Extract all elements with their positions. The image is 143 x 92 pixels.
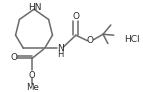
- Text: O: O: [87, 36, 94, 45]
- Text: Me: Me: [27, 83, 39, 92]
- Text: H: H: [57, 50, 63, 59]
- Text: HCl: HCl: [124, 35, 140, 44]
- Text: O: O: [72, 12, 79, 21]
- Text: HN: HN: [28, 3, 42, 12]
- Text: O: O: [29, 70, 35, 79]
- Text: N: N: [57, 44, 64, 53]
- Text: O: O: [10, 53, 17, 62]
